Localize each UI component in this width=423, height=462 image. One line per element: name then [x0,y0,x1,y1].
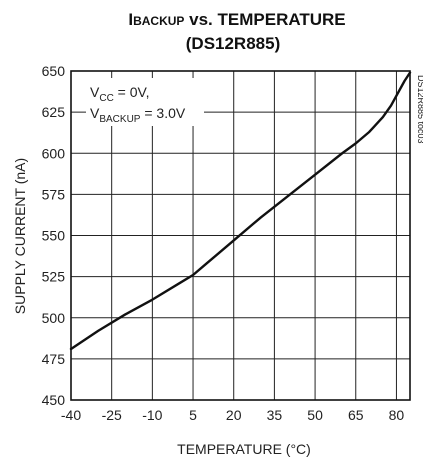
chart-title-prefix: I [128,10,133,29]
annotation-vbackup-subscript: BACKUP [99,114,140,125]
x-tick-label: -25 [102,407,122,423]
chart-title-rest: vs. TEMPERATURE [184,10,345,29]
y-axis-label: SUPPLY CURRENT (nA) [12,158,28,314]
x-tick-label: 80 [389,407,405,423]
x-tick-label: -40 [61,407,81,423]
y-tick-label: 550 [42,228,66,244]
plot-frame [70,70,411,401]
y-tick-label: 575 [42,186,66,202]
annotation-vbackup: VBACKUP = 3.0V [90,105,186,125]
y-tick-label: 650 [42,63,66,79]
x-tick-label: 35 [267,407,283,423]
x-tick-label: 5 [189,407,197,423]
y-tick-label: 500 [42,310,66,326]
x-axis-label: TEMPERATURE (°C) [177,441,311,457]
annotation-vcc-subscript: CC [99,93,113,104]
y-tick-labels: 450 475 500 525 550 575 600 625 650 [42,63,66,408]
annotation-vcc-prefix: V [90,84,100,100]
annotation-vcc: VCC = 0V, [90,84,149,104]
annotation-vbackup-prefix: V [90,105,100,121]
annotation-vcc-rest: = 0V, [114,84,150,100]
y-tick-label: 525 [42,269,66,285]
x-tick-label: 65 [348,407,364,423]
y-tick-label: 625 [42,104,66,120]
x-tick-label: 20 [226,407,242,423]
series-group [69,71,412,351]
y-tick-label: 475 [42,351,66,367]
document-id: DS12R885 toc03 [416,75,423,144]
x-tick-label: 50 [307,407,323,423]
chart-title-line2: (DS12R885) [186,34,281,53]
y-tick-label: 600 [42,145,66,161]
chart-title-subscript: BACKUP [133,14,184,28]
y-tick-label: 450 [42,392,66,408]
chart-title: IBACKUP vs. TEMPERATURE [128,10,345,29]
x-tick-label: -10 [142,407,162,423]
annotation-background [86,78,204,126]
series-line-0 [69,71,412,351]
x-tick-labels: -40 -25 -10 5 20 35 50 65 80 [61,407,405,423]
annotation-vbackup-rest: = 3.0V [140,105,185,121]
